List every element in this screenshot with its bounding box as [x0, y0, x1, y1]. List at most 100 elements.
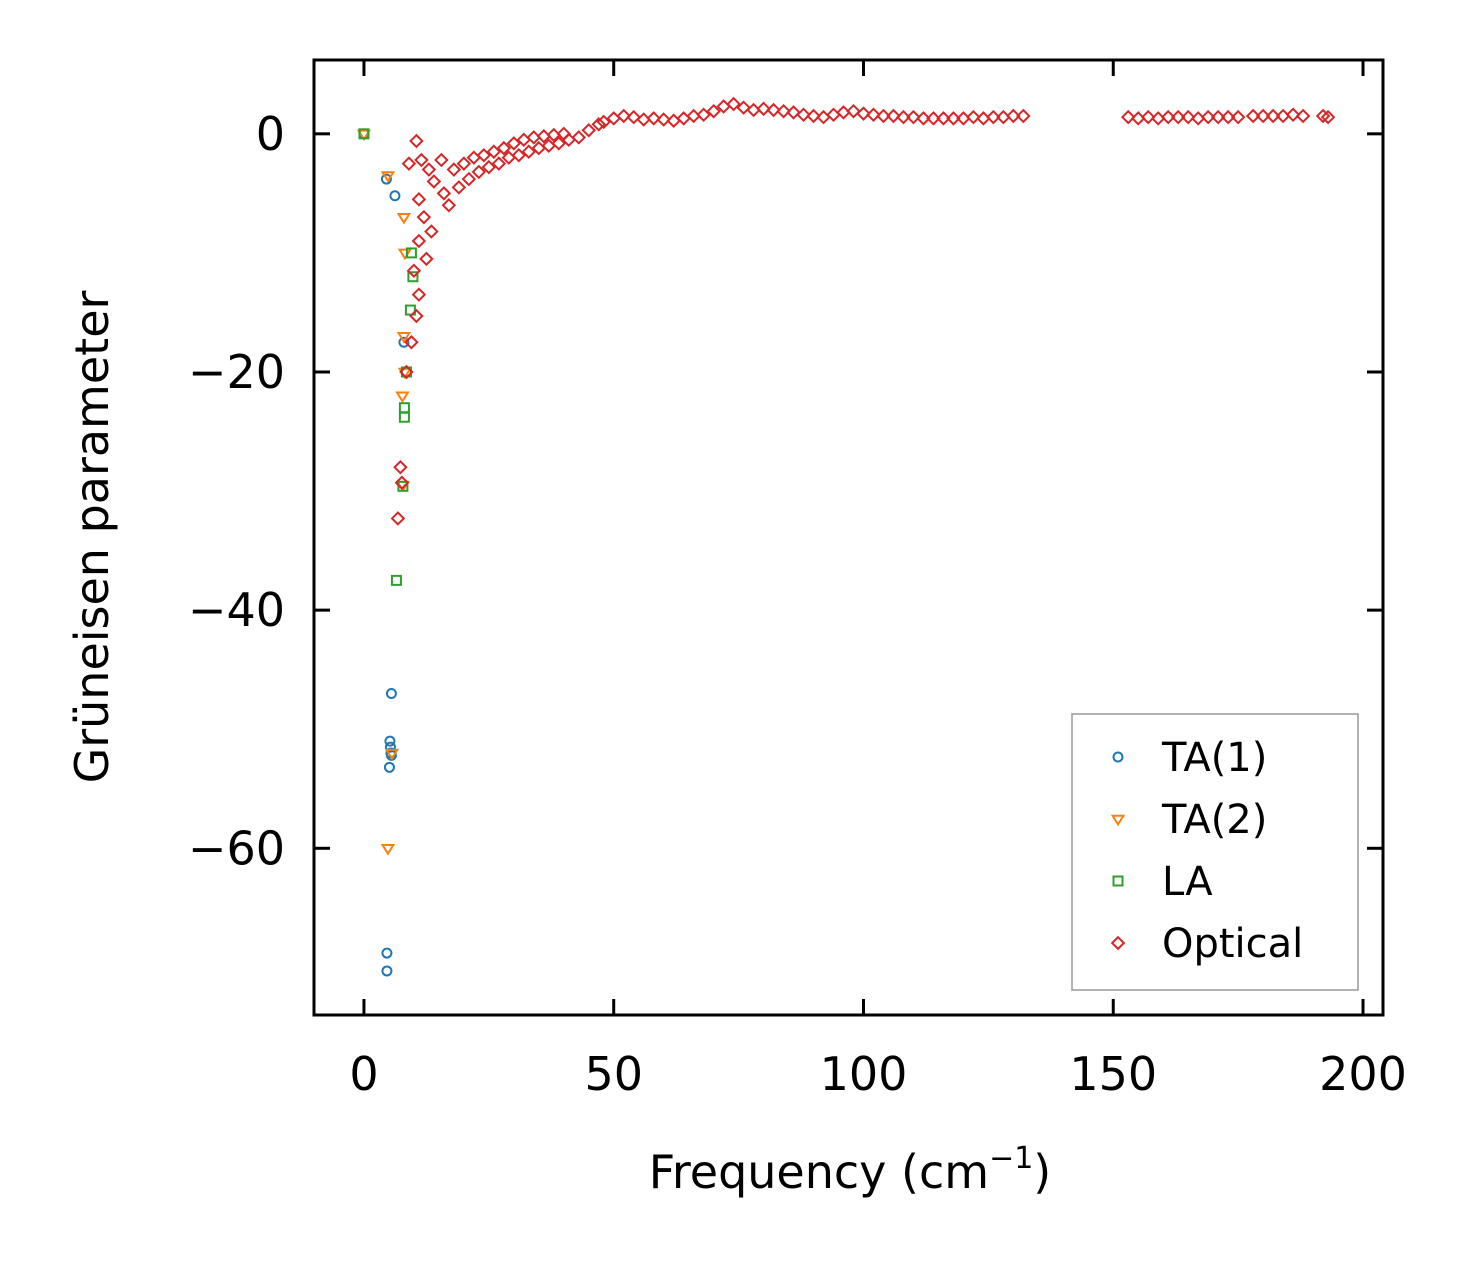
- data-point-optical: [406, 263, 422, 279]
- data-point-optical: [946, 111, 961, 126]
- data-point-optical: [886, 108, 901, 124]
- data-point-ta-1: [385, 749, 397, 761]
- data-point-optical: [511, 147, 527, 163]
- data-point-la: [398, 411, 410, 423]
- y-tick-label: −20: [188, 345, 285, 399]
- data-point-optical: [404, 334, 419, 350]
- data-point-optical: [521, 144, 537, 159]
- data-point-optical: [796, 107, 811, 123]
- data-point-optical: [409, 308, 424, 324]
- data-point-optical: [394, 475, 410, 490]
- legend-label-optical: Optical: [1162, 921, 1303, 967]
- data-point-optical: [451, 180, 467, 195]
- y-tick-label: −40: [188, 583, 285, 637]
- data-point-optical: [1320, 109, 1336, 125]
- data-point-optical: [1200, 109, 1216, 125]
- plot-frame: [312, 58, 1385, 1017]
- data-point-optical: [1140, 109, 1156, 125]
- data-point-optical: [506, 136, 522, 151]
- legend-label-ta-2: TA(2): [1161, 797, 1267, 843]
- data-point-optical: [926, 111, 941, 126]
- data-point-optical: [696, 107, 711, 123]
- data-point-ta-1: [389, 190, 401, 202]
- data-point-optical: [866, 107, 881, 123]
- x-tick-label: 200: [1319, 1047, 1407, 1101]
- data-point-optical: [416, 209, 432, 225]
- x-tick-label: 50: [584, 1047, 643, 1101]
- data-point-optical: [776, 103, 791, 119]
- data-point-optical: [846, 103, 861, 119]
- x-axis-label: Frequency (cm−1): [649, 1141, 1052, 1199]
- data-point-optical: [1230, 109, 1246, 125]
- data-point-optical: [1160, 109, 1176, 125]
- legend-box: [1071, 713, 1359, 991]
- x-axis-label-text: Frequency (cm: [649, 1145, 989, 1199]
- data-point-optical: [476, 147, 492, 163]
- x-tick-label: 150: [1069, 1047, 1157, 1101]
- data-point-ta-1: [380, 173, 392, 185]
- data-point-optical: [421, 162, 437, 177]
- y-tick-label: 0: [256, 107, 285, 161]
- data-point-optical: [571, 130, 587, 145]
- data-point-optical: [916, 111, 931, 126]
- data-point-optical: [626, 109, 641, 125]
- data-point-la: [405, 247, 417, 259]
- data-point-optical: [393, 459, 408, 475]
- data-point-optical: [706, 103, 721, 119]
- data-point-la: [390, 574, 402, 586]
- data-point-optical: [1265, 108, 1281, 124]
- data-point-optical: [966, 109, 981, 125]
- data-point-optical: [876, 108, 891, 124]
- data-point-ta-2: [356, 129, 372, 142]
- data-point-ta-1: [398, 336, 410, 348]
- data-point-optical: [986, 109, 1001, 125]
- data-point-optical: [736, 100, 751, 115]
- data-point-optical: [756, 101, 771, 117]
- data-point-optical: [414, 152, 429, 168]
- data-point-optical: [1255, 108, 1271, 124]
- axis-ticks: [314, 60, 1383, 1015]
- data-point-ta-1: [384, 735, 396, 747]
- data-point-optical: [856, 106, 871, 121]
- data-point-optical: [456, 156, 472, 171]
- data-point-optical: [616, 108, 631, 124]
- data-point-la: [404, 304, 416, 316]
- data-point-ta-1: [385, 687, 397, 699]
- data-point-optical: [411, 192, 427, 207]
- legend-marker-ta-2: [1110, 814, 1126, 827]
- data-point-ta-1: [381, 947, 393, 959]
- data-point-ta-2: [395, 391, 410, 404]
- data-point-la: [407, 271, 419, 283]
- data-point-optical: [446, 162, 462, 177]
- plot-area-points: [356, 96, 1336, 977]
- data-point-optical: [936, 111, 951, 126]
- legend-marker-optical: [1110, 935, 1126, 951]
- x-axis-label-superscript: −1: [989, 1141, 1033, 1176]
- data-point-optical: [766, 102, 781, 118]
- legend-label-ta-1: TA(1): [1161, 735, 1267, 781]
- series-optical: [390, 96, 1336, 526]
- data-point-optical: [1180, 109, 1196, 125]
- data-point-optical: [441, 198, 457, 213]
- data-point-optical: [656, 112, 671, 127]
- data-point-optical: [411, 287, 427, 302]
- data-point-optical: [581, 122, 597, 138]
- data-point-optical: [646, 111, 661, 126]
- legend-marker-ta-1: [1112, 751, 1124, 763]
- data-point-optical: [1210, 109, 1226, 125]
- data-point-optical: [436, 186, 452, 201]
- data-point-optical: [424, 224, 439, 239]
- legend-label-la: LA: [1162, 859, 1213, 905]
- data-point-optical: [906, 109, 921, 125]
- data-point-optical: [1120, 109, 1136, 125]
- data-point-optical: [411, 233, 427, 249]
- x-tick-label: 0: [349, 1047, 378, 1101]
- data-point-ta-2: [396, 332, 412, 344]
- data-point-optical: [409, 133, 424, 149]
- data-point-optical: [399, 364, 414, 380]
- data-point-optical: [491, 156, 507, 171]
- data-point-optical: [596, 114, 611, 130]
- data-point-optical: [401, 156, 417, 171]
